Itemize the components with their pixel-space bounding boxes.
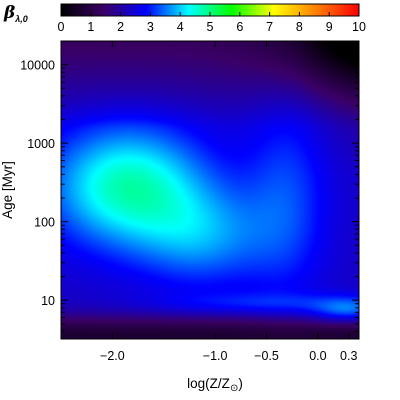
colorbar-ticks: 0 1 2 3 4 5 6 7 8 9 10 [58, 12, 366, 34]
x-tick-label: 0.3 [340, 349, 357, 363]
y-axis-title: Age [Myr] [0, 161, 15, 219]
colorbar-tick-label: 8 [296, 20, 303, 34]
colorbar-tick-label: 10 [352, 20, 366, 34]
colorbar-tick-label: 1 [87, 20, 94, 34]
colorbar-tick-label: 4 [177, 20, 184, 34]
colorbar-tick-label: 3 [147, 20, 154, 34]
colorbar-tick-label: 7 [266, 20, 273, 34]
y-tick-label: 10 [41, 294, 55, 308]
x-tick-label: −2.0 [100, 349, 125, 363]
x-axis-title-close: ) [238, 376, 243, 391]
y-axis-ticks: 10 100 1000 10000 [20, 40, 359, 332]
colorbar-tick-label: 2 [117, 20, 124, 34]
x-axis-title-text: log(Z/Z [187, 376, 230, 391]
x-tick-label: −1.0 [203, 349, 228, 363]
x-tick-label: 0.0 [309, 349, 326, 363]
colorbar: βλ,0 0 1 2 3 4 5 6 7 8 9 10 [3, 3, 366, 34]
x-axis-title-symbol: ⊙ [230, 383, 238, 394]
colorbar-tick-label: 5 [207, 20, 214, 34]
colorbar-title: βλ,0 [3, 3, 28, 24]
colorbar-tick-label: 6 [236, 20, 243, 34]
colorbar-tick-label: 0 [58, 20, 65, 34]
x-axis-title: log(Z/Z⊙) [187, 376, 243, 394]
y-tick-label: 100 [34, 216, 55, 230]
plot-frame [60, 40, 360, 340]
y-tick-label: 1000 [27, 137, 55, 151]
y-tick-label: 10000 [20, 59, 55, 73]
x-tick-label: −0.5 [254, 349, 279, 363]
x-axis-ticks: −2.0 −1.0 −0.5 0.0 0.3 [100, 41, 357, 363]
colorbar-tick-label: 9 [326, 20, 333, 34]
colorbar-title-symbol: β [3, 3, 15, 23]
colorbar-title-subscript: λ,0 [14, 14, 28, 24]
heatmap-image [61, 41, 359, 339]
